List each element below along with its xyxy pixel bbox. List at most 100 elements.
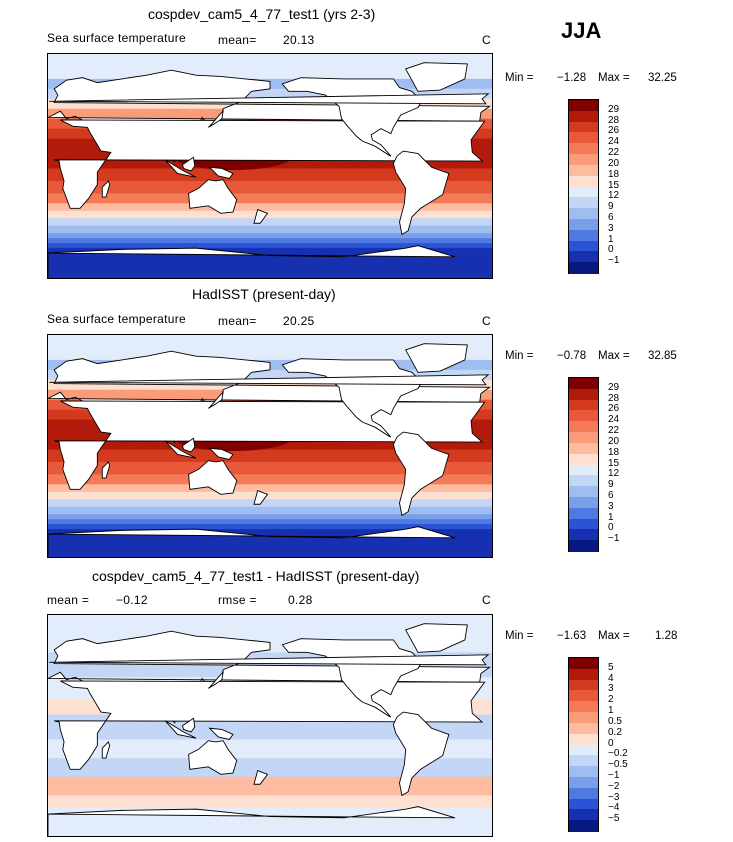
colorbar-segment	[569, 240, 598, 252]
colorbar-segment	[569, 154, 598, 166]
field-band	[48, 238, 492, 244]
colorbar-tick-label: 1	[608, 511, 614, 523]
colorbar-segment	[569, 486, 598, 498]
field-band	[48, 506, 492, 515]
panel-2-colorbar	[568, 377, 599, 552]
landmass	[49, 374, 490, 386]
panel-1-title: cospdev_cam5_4_77_test1 (yrs 2-3)	[148, 6, 376, 22]
colorbar-tick-label: 0	[608, 244, 614, 256]
colorbar-tick-label: 28	[608, 114, 620, 126]
landmass	[208, 166, 234, 179]
landmass	[392, 431, 450, 517]
landmass	[188, 460, 238, 495]
panel-2-units: C	[482, 314, 491, 328]
colorbar-segment	[569, 410, 598, 422]
panel-2-max-label: Max =	[598, 350, 630, 362]
colorbar-segment	[569, 798, 598, 810]
panel-1-map	[47, 53, 493, 279]
colorbar-segment	[569, 787, 598, 800]
field-band	[48, 776, 492, 796]
colorbar-tick-label: 28	[608, 392, 620, 404]
colorbar-tick-label: 22	[608, 425, 620, 437]
panel-3-rmse-label: rmse =	[218, 593, 257, 607]
colorbar-segment	[569, 388, 598, 401]
colorbar-segment	[569, 668, 598, 681]
panel-3-colorbar	[568, 657, 599, 832]
field-band	[48, 449, 492, 463]
colorbar-segment	[569, 251, 598, 263]
landmass	[164, 159, 197, 178]
landmass	[253, 208, 269, 224]
colorbar-segment	[569, 529, 598, 541]
colorbar-segment	[569, 175, 598, 187]
colorbar-segment	[569, 132, 598, 144]
colorbar-tick-label: −0.2	[608, 748, 628, 760]
field-band	[48, 180, 492, 194]
landmass	[405, 623, 468, 653]
colorbar-segment	[569, 690, 598, 702]
colorbar-segment	[569, 518, 598, 530]
colorbar-segment	[569, 722, 598, 735]
landmass	[181, 717, 196, 733]
field-band	[48, 519, 492, 525]
panel-2-mean-value: 20.25	[283, 314, 315, 328]
colorbar-segment	[569, 432, 598, 444]
colorbar-segment	[569, 218, 598, 231]
landmass	[392, 150, 450, 236]
panel-2-min-value: −0.78	[557, 350, 587, 362]
panel-3-mean-value: −0.12	[116, 593, 148, 607]
landmass	[208, 390, 224, 409]
colorbar-segment	[569, 820, 598, 832]
panel-1-units: C	[482, 33, 491, 47]
panel-3-min-value: −1.63	[557, 630, 587, 642]
colorbar-segment	[569, 110, 598, 123]
field-band	[48, 484, 492, 493]
landmass	[164, 720, 197, 739]
colorbar-tick-label: 12	[608, 468, 620, 480]
field-band	[48, 758, 492, 778]
colorbar-tick-label: 1	[608, 233, 614, 245]
colorbar-segment	[569, 378, 598, 390]
field-band	[48, 193, 492, 204]
landmass	[405, 343, 468, 373]
panel-2-title: HadISST (present-day)	[192, 286, 336, 302]
field-band	[48, 795, 492, 809]
colorbar-segment	[569, 658, 598, 670]
colorbar-segment	[569, 733, 598, 745]
landmass	[405, 62, 468, 92]
colorbar-tick-label: 2	[608, 694, 614, 706]
colorbar-segment	[569, 701, 598, 713]
colorbar-segment	[569, 197, 598, 209]
colorbar-segment	[569, 421, 598, 433]
landmass	[188, 179, 238, 214]
landmass	[253, 769, 269, 785]
colorbar-tick-label: 26	[608, 403, 620, 415]
field-band	[48, 369, 492, 381]
panel-1-max-value: 32.25	[648, 72, 677, 84]
colorbar-tick-label: 4	[608, 672, 614, 684]
colorbar-segment	[569, 809, 598, 821]
colorbar-tick-label: 3	[608, 683, 614, 695]
landmass	[164, 440, 197, 459]
colorbar-segment	[569, 453, 598, 465]
colorbar-segment	[569, 755, 598, 767]
colorbar-segment	[569, 100, 598, 112]
field-band	[48, 524, 492, 530]
landmass	[208, 727, 234, 740]
colorbar-tick-label: −1	[608, 533, 620, 545]
colorbar-tick-label: 18	[608, 446, 620, 458]
colorbar-tick-label: 0	[608, 522, 614, 534]
colorbar-tick-label: 0.5	[608, 715, 622, 727]
colorbar-segment	[569, 442, 598, 455]
panel-2-variable: Sea surface temperature	[47, 312, 186, 326]
landmass	[208, 109, 224, 128]
field-band	[48, 233, 492, 239]
panel-3-title: cospdev_cam5_4_77_test1 - HadISST (prese…	[92, 568, 420, 584]
field-band	[48, 203, 492, 212]
field-band	[48, 739, 492, 759]
landmass	[101, 741, 111, 759]
field-band	[48, 461, 492, 475]
colorbar-tick-label: 24	[608, 136, 620, 148]
panel-3-mean-label: mean =	[47, 593, 90, 607]
colorbar-segment	[569, 143, 598, 155]
